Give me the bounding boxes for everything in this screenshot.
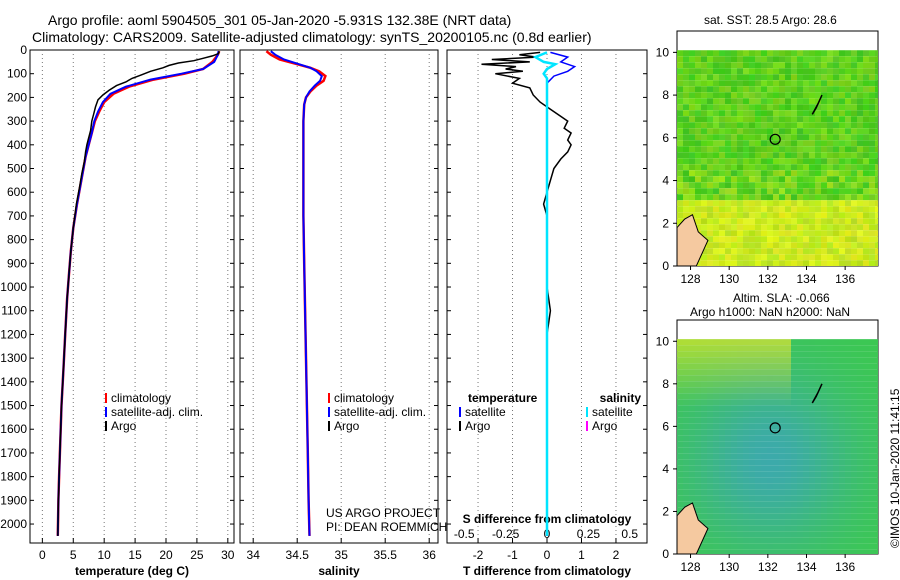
sst_map-land bbox=[676, 214, 709, 267]
temperature-xtick-label: 5 bbox=[70, 548, 77, 562]
sla_map-ytick-label: 8 bbox=[662, 377, 669, 391]
salinity-xlabel: salinity bbox=[318, 564, 360, 578]
imos-timestamp: ©IMOS 10-Jan-2020 11:41:15 bbox=[888, 388, 900, 548]
salinity-xtick-label: 35 bbox=[335, 548, 349, 562]
salinity-legend-label: climatology bbox=[334, 391, 394, 405]
depth-tick-label: 1600 bbox=[0, 422, 27, 436]
sla_map-land bbox=[676, 502, 709, 555]
difference-xtick-label: -2 bbox=[473, 548, 484, 562]
sla_map-ytick-label: 0 bbox=[662, 547, 669, 561]
depth-tick-label: 200 bbox=[7, 90, 27, 104]
depth-tick-label: 300 bbox=[7, 114, 27, 128]
depth-tick-label: 1400 bbox=[0, 375, 27, 389]
sst_map-ytick-label: 4 bbox=[662, 174, 669, 188]
depth-tick-label: 800 bbox=[7, 233, 27, 247]
sla_map-ytick-label: 10 bbox=[656, 334, 670, 348]
sla_map-field bbox=[677, 339, 878, 554]
difference-xtick-label: -1 bbox=[507, 548, 518, 562]
sla_map-xtick-label: 128 bbox=[681, 560, 701, 574]
figure-title-line2: Climatology: CARS2009. Satellite-adjuste… bbox=[32, 29, 592, 45]
sla_map-ytick-label: 2 bbox=[662, 504, 669, 518]
sla_map-argo-marker bbox=[769, 422, 781, 434]
sst_map-ytick-label: 8 bbox=[662, 88, 669, 102]
salinity-legend-label: Argo bbox=[334, 419, 360, 433]
salinity-legend-label: satellite-adj. clim. bbox=[334, 405, 426, 419]
sst_map-xtick-label: 128 bbox=[681, 272, 701, 286]
depth-tick-label: 1000 bbox=[0, 280, 27, 294]
difference-top-tick-label: 0.5 bbox=[621, 527, 638, 541]
difference-salinity-legend-label: satellite bbox=[592, 405, 633, 419]
salinity-satellite-line bbox=[270, 50, 323, 536]
depth-tick-label: 1500 bbox=[0, 399, 27, 413]
depth-tick-label: 1900 bbox=[0, 493, 27, 507]
sla_map-xtick-label: 130 bbox=[719, 560, 739, 574]
sst_map-ytick-label: 10 bbox=[656, 45, 670, 59]
difference-top-tick-label: 0.25 bbox=[577, 527, 601, 541]
sst_map-xtick-label: 136 bbox=[835, 272, 855, 286]
temperature-xlabel: temperature (deg C) bbox=[75, 564, 189, 578]
depth-tick-label: 100 bbox=[7, 67, 27, 81]
difference-legend-title-temperature: temperature bbox=[468, 391, 538, 405]
difference-salinity-satellite-line bbox=[532, 51, 559, 536]
temperature-legend-label: Argo bbox=[111, 419, 137, 433]
difference-xlabel: T difference from climatology bbox=[463, 564, 631, 578]
difference-temperature-legend-label: Argo bbox=[465, 419, 491, 433]
difference-top-tick-label: -0.25 bbox=[492, 527, 520, 541]
sla-map-title-line1: Altim. SLA: -0.066 bbox=[733, 291, 830, 305]
depth-tick-label: 500 bbox=[7, 162, 27, 176]
depth-tick-label: 600 bbox=[7, 185, 27, 199]
difference-xtick-label: 0 bbox=[544, 548, 551, 562]
sst_map-field bbox=[677, 50, 878, 266]
depth-tick-label: 900 bbox=[7, 256, 27, 270]
sst_map-argo-marker bbox=[769, 133, 781, 145]
sst_map-ytick-label: 2 bbox=[662, 216, 669, 230]
sla_map-ytick-label: 4 bbox=[662, 462, 669, 476]
depth-tick-label: 700 bbox=[7, 209, 27, 223]
depth-tick-label: 1800 bbox=[0, 470, 27, 484]
sst_map-ytick-label: 0 bbox=[662, 259, 669, 273]
project-label-line2: PI: DEAN ROEMMICH bbox=[326, 520, 448, 534]
temperature-argo-line bbox=[57, 50, 220, 536]
sst_map-xtick-label: 132 bbox=[758, 272, 778, 286]
project-label-line1: US ARGO PROJECT bbox=[326, 506, 441, 520]
depth-tick-label: 400 bbox=[7, 138, 27, 152]
depth-tick-label: 1100 bbox=[1, 304, 27, 318]
depth-tick-label: 1700 bbox=[0, 446, 27, 460]
sst-map-title: sat. SST: 28.5 Argo: 28.6 bbox=[704, 13, 837, 27]
temperature-xtick-label: 0 bbox=[39, 548, 46, 562]
difference-xtick-label: 2 bbox=[613, 548, 620, 562]
depth-tick-label: 1300 bbox=[0, 351, 27, 365]
sla_map-xtick-label: 134 bbox=[796, 560, 816, 574]
salinity-xtick-label: 36 bbox=[423, 548, 437, 562]
sst_map-xtick-label: 134 bbox=[796, 272, 816, 286]
depth-tick-label: 1200 bbox=[0, 327, 27, 341]
temperature-xtick-label: 25 bbox=[190, 548, 204, 562]
temperature-xtick-label: 15 bbox=[128, 548, 142, 562]
difference-xtick-label: 1 bbox=[578, 548, 585, 562]
salinity-frame bbox=[239, 49, 439, 544]
depth-tick-label: 0 bbox=[20, 43, 27, 57]
temperature-xtick-label: 20 bbox=[159, 548, 173, 562]
figure-title-line1: Argo profile: aoml 5904505_301 05-Jan-20… bbox=[48, 12, 512, 28]
depth-tick-label: 2000 bbox=[0, 517, 27, 531]
sst_map-ytick-label: 6 bbox=[662, 131, 669, 145]
difference-temperature-legend-label: satellite bbox=[465, 405, 506, 419]
temperature-xtick-label: 30 bbox=[221, 548, 235, 562]
difference-legend-title-salinity: salinity bbox=[600, 391, 642, 405]
sla-map-title-line2: Argo h1000: NaN h2000: NaN bbox=[690, 305, 851, 319]
temperature-legend-label: climatology bbox=[111, 391, 171, 405]
salinity-xtick-label: 34.5 bbox=[286, 548, 310, 562]
difference-salinity-legend-label: Argo bbox=[592, 419, 618, 433]
salinity-xtick-label: 34 bbox=[247, 548, 261, 562]
temperature-frame bbox=[29, 49, 235, 544]
difference-top-tick-label: -0.5 bbox=[454, 527, 475, 541]
sla_map-ytick-label: 6 bbox=[662, 419, 669, 433]
sla_map-xtick-label: 136 bbox=[835, 560, 855, 574]
temperature-legend-label: satellite-adj. clim. bbox=[111, 405, 203, 419]
salinity-xtick-label: 35.5 bbox=[374, 548, 398, 562]
sst_map-xtick-label: 130 bbox=[719, 272, 739, 286]
temperature-xtick-label: 10 bbox=[98, 548, 112, 562]
sla_map-xtick-label: 132 bbox=[758, 560, 778, 574]
